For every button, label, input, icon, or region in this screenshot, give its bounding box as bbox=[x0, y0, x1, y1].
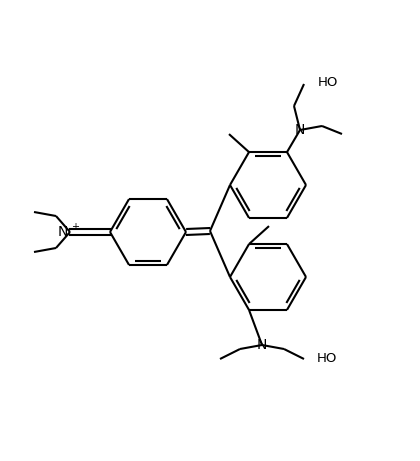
Text: HO: HO bbox=[318, 76, 339, 89]
Text: N: N bbox=[58, 225, 68, 239]
Text: N: N bbox=[257, 338, 267, 352]
Text: HO: HO bbox=[317, 353, 337, 366]
Text: N: N bbox=[295, 123, 305, 137]
Text: +: + bbox=[71, 222, 79, 232]
